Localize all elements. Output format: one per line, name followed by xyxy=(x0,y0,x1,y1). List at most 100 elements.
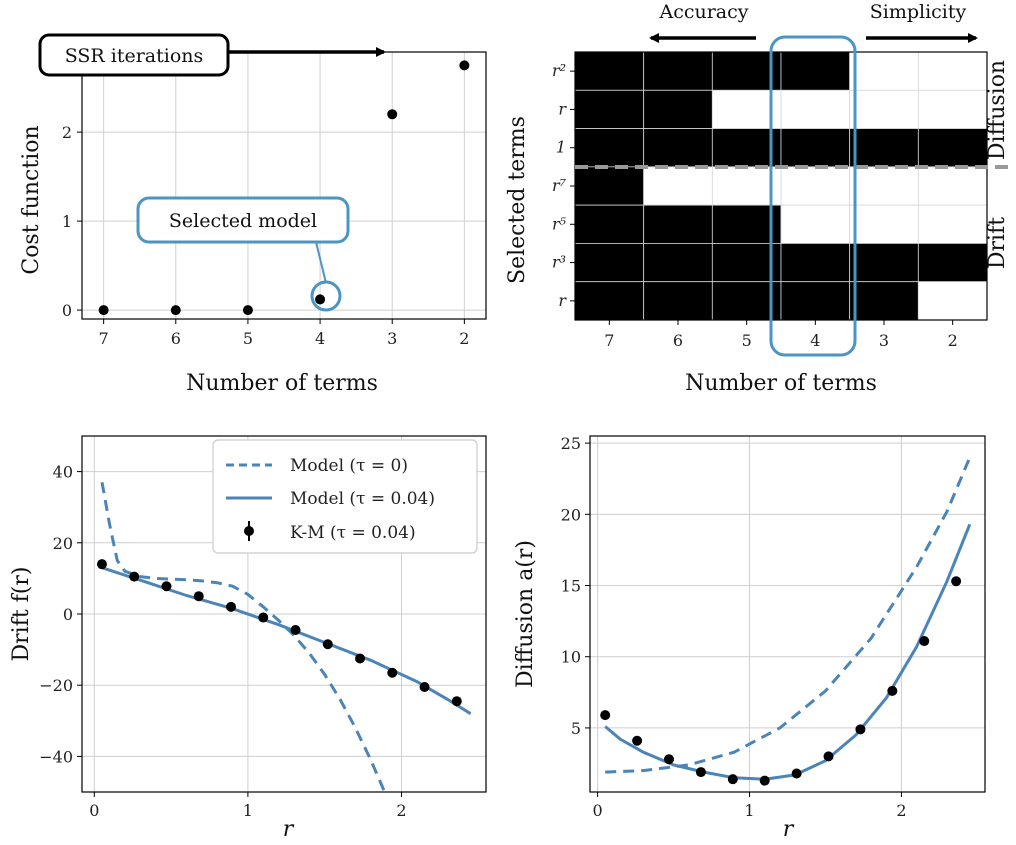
data-point xyxy=(419,681,430,692)
heatmap-cell xyxy=(643,128,713,168)
y-tick-label: 1 xyxy=(556,138,566,157)
data-point xyxy=(322,639,333,650)
model-line-tau-0-04 xyxy=(101,566,472,715)
heatmap-cell xyxy=(643,166,713,206)
heatmap-cell xyxy=(917,128,988,168)
x-tick-label: 6 xyxy=(673,331,683,350)
data-point xyxy=(791,768,802,779)
y-axis-label: Diffusion a(r) xyxy=(513,540,538,688)
selected-model-label: Selected model xyxy=(169,210,317,232)
heatmap-cell xyxy=(643,243,713,283)
data-point xyxy=(855,724,866,735)
heatmap-cell xyxy=(849,51,919,91)
data-point xyxy=(129,571,140,582)
y-axis-label: Cost function xyxy=(19,125,44,274)
y-tick-label: −40 xyxy=(39,747,73,766)
series-group xyxy=(96,482,472,792)
panel-drift: 0 1 2 40 20 0 −20 −40 r Drift f(r) Model (τ = 0… xyxy=(9,435,487,842)
y-tick-label: 15 xyxy=(561,577,581,596)
ticks: 0 1 2 40 20 0 −20 −40 xyxy=(39,463,406,820)
heatmap-cell xyxy=(917,204,988,244)
ssr-box xyxy=(38,33,230,77)
group-label-diffusion: Diffusion xyxy=(985,60,1010,160)
heatmap-cell xyxy=(849,166,919,206)
panel-diffusion: 0 1 2 25 20 15 10 5 r Diffusion a(r) xyxy=(513,434,986,842)
data-point xyxy=(919,636,930,647)
x-tick-label: 4 xyxy=(810,331,820,350)
x-tick-label: 7 xyxy=(99,329,109,348)
x-axis-label: Number of terms xyxy=(186,371,378,396)
accuracy-label: Accuracy xyxy=(658,1,748,23)
y-tick-label: 40 xyxy=(53,463,73,482)
heatmap-cell xyxy=(917,89,988,129)
x-axis-label: r xyxy=(283,817,295,842)
selected-column-highlight xyxy=(769,35,857,357)
heatmap-cell xyxy=(917,281,988,321)
y-tick-label: 10 xyxy=(561,648,581,667)
group-label-drift: Drift xyxy=(985,217,1010,269)
data-point xyxy=(387,667,398,678)
model-line-tau-0 xyxy=(605,456,972,774)
y-tick-label: 0 xyxy=(62,301,72,320)
data-point xyxy=(315,294,326,305)
model-line-tau-0-04 xyxy=(604,523,972,781)
y-axis-label: Selected terms xyxy=(505,116,530,284)
heatmap-cell xyxy=(780,89,851,129)
heatmap-cell xyxy=(849,128,919,168)
x-axis-label: Number of terms xyxy=(685,371,877,396)
heatmap-cell xyxy=(917,51,988,91)
x-tick-label: 4 xyxy=(315,329,325,348)
x-tick-label: 3 xyxy=(387,329,397,348)
heatmap-cell xyxy=(780,128,851,168)
y-tick-label: r xyxy=(558,99,567,118)
y-tick-label: 0 xyxy=(63,605,73,624)
ticks: 7 6 5 4 3 2 0 1 2 xyxy=(62,123,470,348)
heatmap-cell xyxy=(574,51,645,91)
x-tick-label: 1 xyxy=(744,801,754,820)
heatmap-cell xyxy=(917,243,988,283)
data-point xyxy=(290,625,301,636)
callout-line xyxy=(315,241,327,284)
data-point xyxy=(98,305,109,316)
legend-label-0: Model (τ = 0) xyxy=(290,456,408,476)
heatmap-cell xyxy=(780,51,851,91)
y-tick-label: 20 xyxy=(53,534,73,553)
panel-selected-terms: 7 6 5 4 3 2 r² r 1 r⁷ r⁵ r³ r Number of terms Select… xyxy=(505,1,1012,396)
y-tick-label: 5 xyxy=(571,719,581,738)
axes-frame xyxy=(81,51,487,320)
heatmap-cell xyxy=(849,89,919,129)
series-group xyxy=(600,456,972,786)
selected-model-circle xyxy=(310,280,342,312)
heatmap-cell xyxy=(643,281,713,321)
data-point xyxy=(727,774,738,785)
y-tick-label: −20 xyxy=(39,676,73,695)
data-point xyxy=(823,751,834,762)
heatmap-cell xyxy=(917,166,988,206)
x-tick-label: 5 xyxy=(742,331,752,350)
data-point xyxy=(258,612,269,623)
y-tick-label: 2 xyxy=(62,123,72,142)
heatmap-cell xyxy=(574,204,645,244)
legend-label-1: Model (τ = 0.04) xyxy=(290,489,435,509)
plot-area xyxy=(96,482,472,792)
data-point xyxy=(170,305,181,316)
data-points xyxy=(98,60,470,316)
legend: Model (τ = 0) Model (τ = 0.04) K-M (τ = … xyxy=(212,439,478,554)
data-point xyxy=(193,591,204,602)
heatmap-cell xyxy=(643,204,713,244)
data-point xyxy=(387,109,398,120)
y-tick-label: r xyxy=(558,291,567,310)
x-tick-label: 7 xyxy=(604,331,614,350)
data-point xyxy=(887,685,898,696)
simplicity-label: Simplicity xyxy=(870,1,967,23)
y-tick-label: r⁷ xyxy=(552,176,567,195)
data-point xyxy=(226,601,237,612)
heatmap-cell xyxy=(780,166,851,206)
x-tick-label: 2 xyxy=(396,801,406,820)
data-point xyxy=(695,767,706,778)
heatmap-cell xyxy=(574,128,645,168)
data-point xyxy=(951,576,962,587)
heatmap-cell xyxy=(574,89,645,129)
heatmap-cell xyxy=(574,281,645,321)
